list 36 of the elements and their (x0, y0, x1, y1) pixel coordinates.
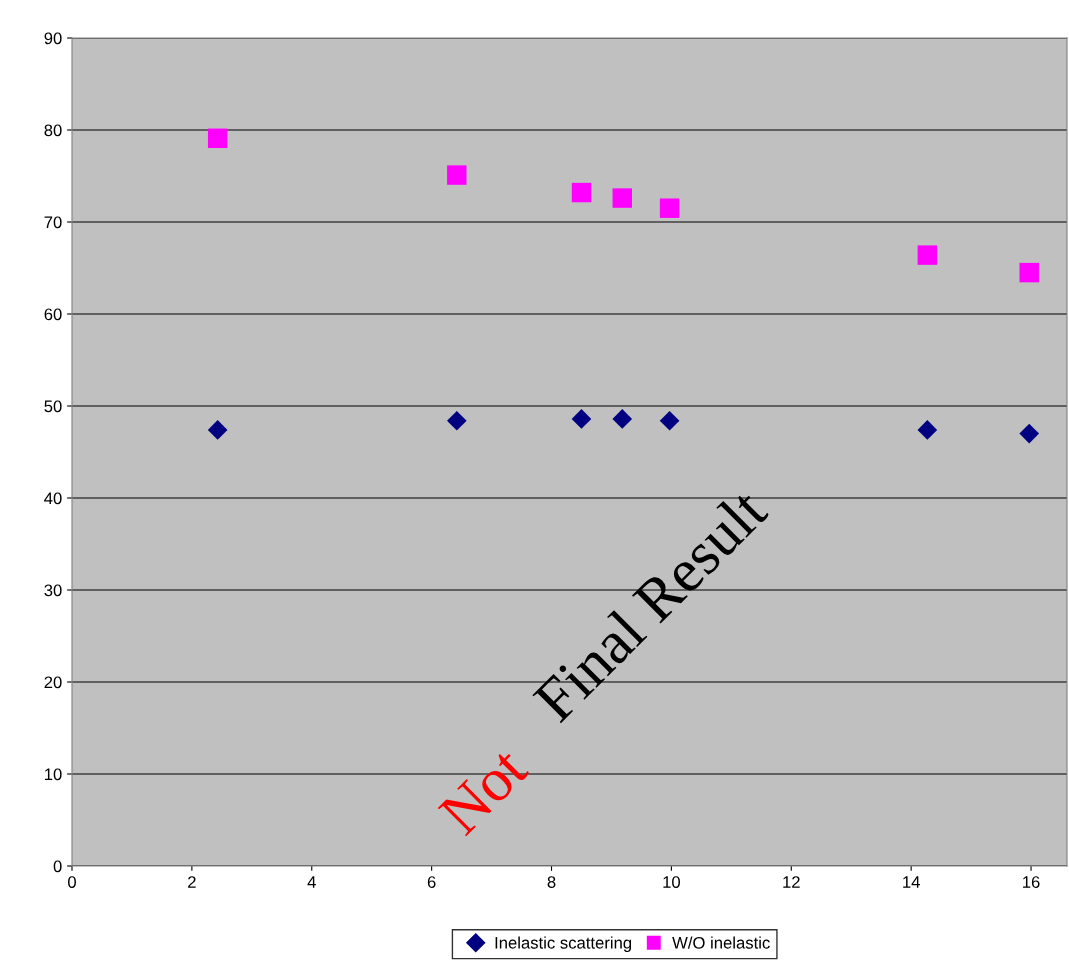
y-tick-label: 40 (44, 492, 62, 505)
y-tick-label: 10 (45, 768, 62, 781)
point (917, 420, 938, 440)
x-tick-label: 8 (547, 876, 556, 888)
y-tick-label: 80 (44, 124, 62, 137)
point (917, 245, 938, 265)
x-tick-label: 14 (903, 876, 920, 888)
y-tick-label: 0 (53, 860, 62, 873)
annotation: Not (437, 744, 530, 837)
y-tick-label: 20 (44, 676, 62, 689)
x-tick-label: 12 (783, 876, 800, 888)
x-tick-label: 0 (68, 876, 76, 888)
point (207, 128, 228, 148)
y-tick-label: 60 (44, 308, 62, 321)
y-tick-label: 30 (44, 584, 62, 597)
point (207, 420, 228, 440)
x-tick-label: 6 (427, 876, 436, 888)
point (1019, 262, 1039, 283)
point (447, 165, 467, 185)
x-tick-label: 4 (307, 876, 316, 888)
point (571, 409, 592, 429)
point (571, 182, 592, 203)
point (612, 409, 633, 429)
point (1019, 423, 1040, 444)
x-tick-label: 16 (1023, 876, 1040, 888)
legend-label: W/O inelastic (672, 936, 770, 949)
point (659, 410, 680, 431)
x-tick-label: 10 (663, 876, 681, 888)
y-tick-label: 50 (44, 400, 62, 413)
legend-label: Inelastic scattering (495, 936, 632, 952)
y-tick-label: 90 (44, 32, 62, 45)
x-tick-label: 2 (188, 876, 196, 888)
point (612, 188, 632, 208)
y-tick-label: 70 (44, 216, 62, 229)
point (446, 410, 467, 431)
point (659, 198, 680, 218)
